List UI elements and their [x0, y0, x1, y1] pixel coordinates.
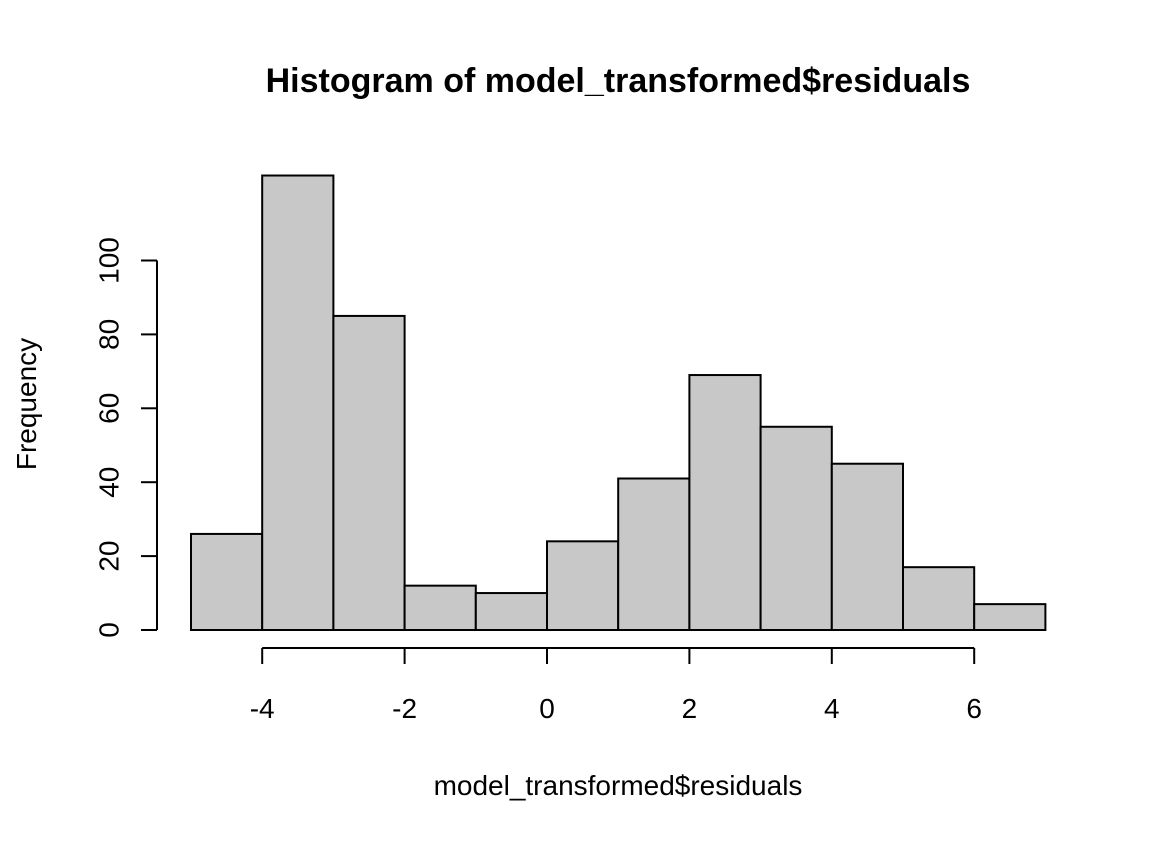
- x-tick-label: -2: [392, 693, 417, 724]
- histogram-bars: [190, 174, 1047, 632]
- x-tick-label: 0: [539, 693, 555, 724]
- y-tick-label: 80: [93, 319, 124, 350]
- y-tick-label: 100: [93, 237, 124, 284]
- x-tick-label: 4: [824, 693, 840, 724]
- histogram-bar: [617, 477, 691, 631]
- x-axis: -4 -2 0 2 4 6: [250, 647, 982, 724]
- histogram-bar: [759, 425, 833, 631]
- histogram-bar: [403, 584, 477, 631]
- y-tick-label: 40: [93, 467, 124, 498]
- x-tick-label: 6: [966, 693, 982, 724]
- histogram-bar: [190, 532, 264, 631]
- y-tick-label: 60: [93, 393, 124, 424]
- histogram-bar: [688, 374, 762, 632]
- y-tick-label: 0: [93, 622, 124, 638]
- histogram-bar: [332, 314, 406, 631]
- histogram-bar: [830, 462, 904, 631]
- x-tick-label: -4: [250, 693, 275, 724]
- histogram-bar: [261, 174, 335, 631]
- histogram-bar: [902, 566, 976, 631]
- histogram-bar: [474, 592, 548, 631]
- y-axis-label: Frequency: [11, 338, 42, 470]
- chart-title: Histogram of model_transformed$residuals: [266, 62, 971, 100]
- x-tick-label: 2: [682, 693, 698, 724]
- histogram-bar: [973, 603, 1047, 632]
- x-axis-label: model_transformed$residuals: [434, 770, 803, 801]
- y-axis: 0 20 40 60 80 100: [93, 237, 158, 638]
- y-tick-label: 20: [93, 541, 124, 572]
- histogram-bar: [546, 540, 620, 632]
